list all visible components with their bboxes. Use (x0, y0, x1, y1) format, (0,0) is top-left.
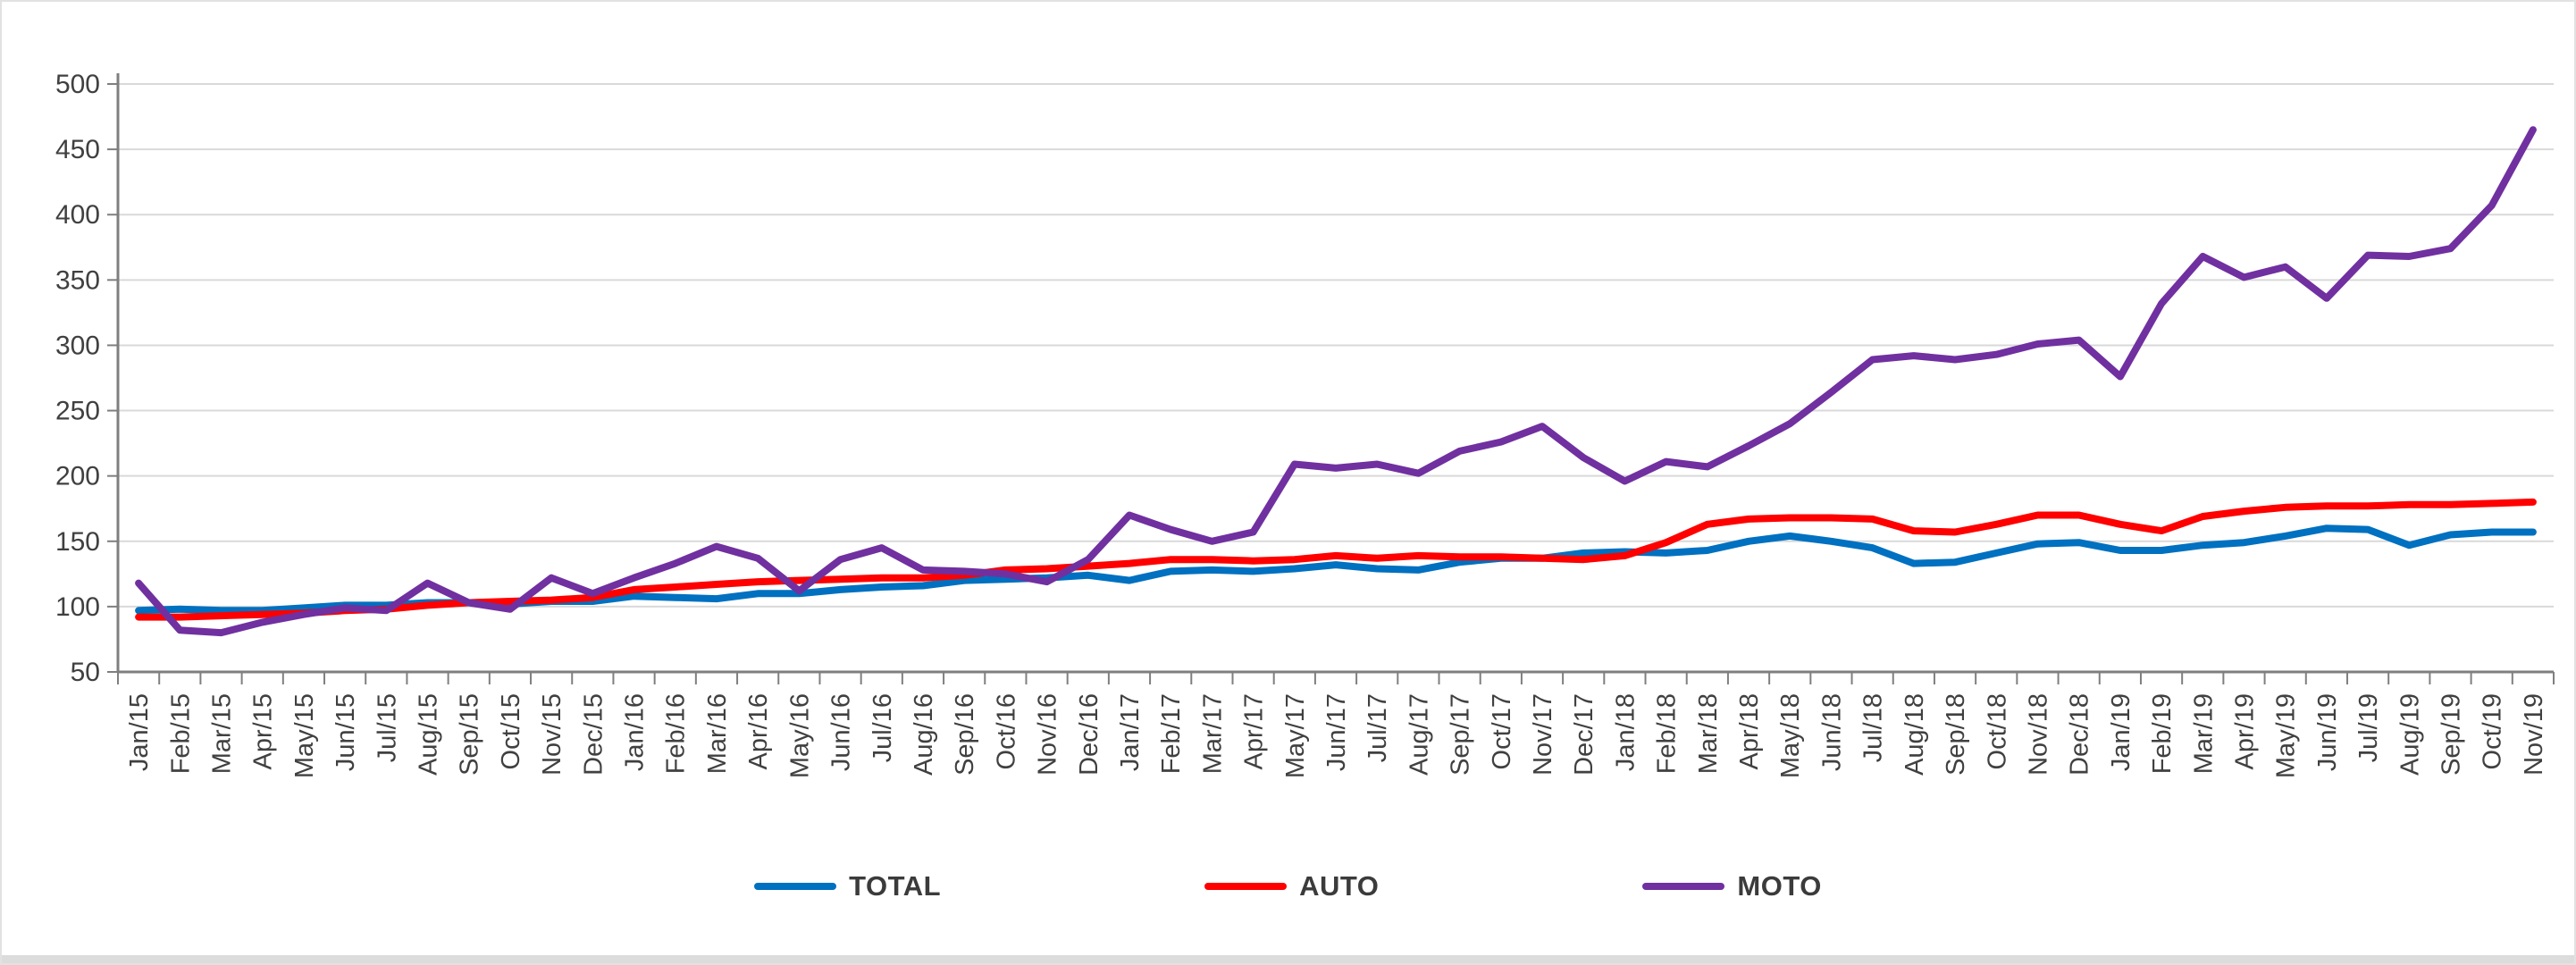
x-axis-label: Aug/17 (1405, 693, 1433, 776)
legend-item-total: TOTAL (754, 870, 941, 902)
x-axis-label: Nov/15 (538, 693, 566, 776)
x-axis-label: May/19 (2272, 693, 2301, 778)
x-axis-label: Apr/19 (2230, 693, 2259, 769)
x-axis-label: Jun/18 (1817, 693, 1846, 771)
x-axis-label: Apr/18 (1735, 693, 1764, 769)
x-axis-label: Mar/15 (208, 693, 237, 774)
x-axis-label: Apr/16 (744, 693, 773, 769)
x-axis-label: Sep/18 (1942, 693, 1970, 776)
x-axis-label: Apr/15 (249, 693, 278, 769)
x-axis-label: Oct/15 (497, 693, 525, 769)
x-axis-label: Oct/19 (2479, 693, 2507, 769)
x-axis-label: Nov/19 (2520, 693, 2548, 776)
x-axis-label: Mar/18 (1694, 693, 1723, 774)
x-axis-label: Sep/17 (1447, 693, 1475, 776)
legend-label: TOTAL (849, 870, 942, 902)
x-axis-label: Jul/19 (2354, 693, 2383, 762)
x-axis-label: Feb/15 (166, 693, 195, 774)
chart-legend: TOTAL AUTO MOTO (2, 870, 2574, 902)
x-axis-label: Aug/16 (910, 693, 938, 776)
y-axis-label: 100 (55, 592, 100, 622)
x-axis-label: Jul/18 (1859, 693, 1888, 762)
series-line-auto (135, 498, 2537, 621)
x-axis-label: Jun/19 (2313, 693, 2342, 771)
x-axis-label: Jun/15 (331, 693, 360, 771)
x-axis-label: May/16 (785, 693, 814, 778)
legend-swatch-moto (1642, 883, 1725, 890)
x-axis-label: Jul/15 (373, 693, 401, 762)
x-axis-label: Mar/19 (2189, 693, 2218, 774)
window-bottom-edge (2, 955, 2574, 963)
x-axis-label: Feb/16 (662, 693, 691, 774)
x-axis-label: Dec/16 (1075, 693, 1103, 776)
x-axis-label: Feb/19 (2148, 693, 2177, 774)
y-axis-label: 200 (55, 462, 100, 491)
x-axis-label: Feb/17 (1157, 693, 1186, 774)
y-axis-label: 400 (55, 200, 100, 230)
x-axis-label: Sep/15 (456, 693, 484, 776)
x-axis-label: Jun/17 (1322, 693, 1351, 771)
y-axis-label: 500 (55, 70, 100, 99)
series-line-moto (135, 126, 2537, 637)
y-axis-label: 250 (55, 397, 100, 426)
y-axis-label: 350 (55, 265, 100, 295)
x-axis-label: Jan/15 (125, 693, 154, 771)
x-axis-label: Jan/16 (621, 693, 650, 771)
x-axis-label: Aug/19 (2396, 693, 2424, 776)
x-axis-label: Jan/19 (2107, 693, 2135, 771)
x-axis-label: Mar/17 (1198, 693, 1227, 774)
x-axis-label: Sep/16 (951, 693, 979, 776)
x-axis-label: Nov/17 (1529, 693, 1557, 776)
x-axis-label: Dec/18 (2066, 693, 2094, 776)
x-axis-label: Jan/17 (1116, 693, 1145, 771)
x-axis-label: Aug/18 (1901, 693, 1929, 776)
x-axis-label: Jul/16 (868, 693, 897, 762)
x-axis-label: May/18 (1776, 693, 1805, 778)
x-axis-label: May/17 (1281, 693, 1310, 778)
x-axis-label: Mar/16 (703, 693, 732, 774)
x-axis-label: May/15 (290, 693, 319, 778)
legend-item-moto: MOTO (1642, 870, 1821, 902)
legend-swatch-total (754, 883, 837, 890)
x-axis-label: Aug/15 (415, 693, 443, 776)
x-axis-label: Oct/18 (1983, 693, 2011, 769)
legend-item-auto: AUTO (1204, 870, 1379, 902)
x-axis-label: Jun/16 (827, 693, 856, 771)
legend-swatch-auto (1204, 883, 1288, 890)
x-axis-label: Sep/19 (2437, 693, 2465, 776)
y-axis-label: 300 (55, 331, 100, 360)
x-axis-label: Dec/17 (1570, 693, 1598, 776)
y-axis-label: 50 (71, 658, 100, 687)
x-axis-label: Jul/17 (1364, 693, 1392, 762)
x-axis-label: Apr/17 (1240, 693, 1269, 769)
y-axis-label: 150 (55, 527, 100, 557)
legend-label: AUTO (1299, 870, 1380, 902)
x-axis-label: Feb/18 (1653, 693, 1682, 774)
x-axis-label: Dec/15 (579, 693, 608, 776)
x-axis-label: Oct/17 (1488, 693, 1516, 769)
line-chart: 50 100 150 200 250 300 350 400 450 500 Jan/15 Feb/1… (55, 70, 2555, 778)
legend-label: MOTO (1737, 870, 1822, 902)
x-axis-label: Nov/16 (1034, 693, 1062, 776)
y-axis-label: 450 (55, 135, 100, 164)
x-axis-label: Oct/16 (992, 693, 1020, 769)
x-axis-label: Jan/18 (1611, 693, 1640, 771)
x-axis-label: Nov/18 (2024, 693, 2052, 776)
